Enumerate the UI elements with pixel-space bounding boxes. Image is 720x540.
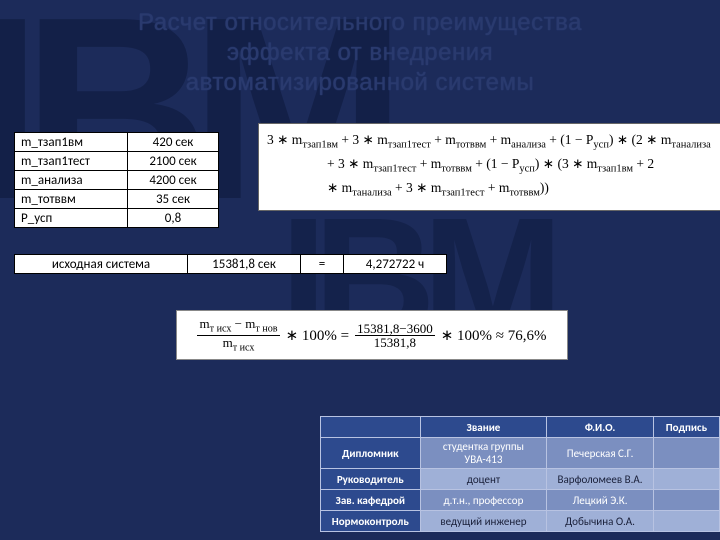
- table-row: P_усп 0,8: [15, 209, 219, 228]
- table-row: m_анализа 4200 сек: [15, 171, 219, 190]
- signoff-name: Варфоломеев В.А.: [547, 469, 653, 490]
- param-value: 4200 сек: [128, 171, 219, 190]
- signoff-role: Нормоконтроль: [321, 511, 421, 532]
- formula-line-3: ∗ mтанализа + 3 ∗ mтзап1тест + mтотввм)): [267, 178, 717, 202]
- title-line-3: автоматизированной системы: [186, 69, 534, 96]
- signoff-col-name: Ф.И.О.: [547, 417, 653, 438]
- signoff-table: Звание Ф.И.О. Подпись Дипломник студентк…: [320, 416, 720, 532]
- signoff-role: Зав. кафедрой: [321, 490, 421, 511]
- signoff-sig: [653, 438, 719, 469]
- fraction-2: 15381,8−3600 15381,8: [355, 322, 435, 349]
- signoff-row: Дипломник студентка группы УВА-413 Печер…: [321, 438, 720, 469]
- param-value: 35 сек: [128, 190, 219, 209]
- title-line-1: Расчет относительного преимущества: [138, 9, 582, 36]
- signoff-row: Зав. кафедрой д.т.н., профессор Лецкий Э…: [321, 490, 720, 511]
- signoff-rank: студентка группы УВА-413: [420, 438, 547, 469]
- signoff-row: Нормоконтроль ведущий инженер Добычина О…: [321, 511, 720, 532]
- formula-line-1: 3 ∗ mтзап1вм + 3 ∗ mтзап1тест + mтотввм …: [267, 130, 717, 154]
- signoff-col-rank: Звание: [420, 417, 547, 438]
- signoff-sig: [653, 511, 719, 532]
- formula2-result: ∗ 100% ≈ 76,6%: [441, 326, 547, 345]
- param-label: m_анализа: [15, 171, 128, 190]
- signoff-role: Руководитель: [321, 469, 421, 490]
- param-label: P_усп: [15, 209, 128, 228]
- param-value: 0,8: [128, 209, 219, 228]
- signoff-rank: ведущий инженер: [420, 511, 547, 532]
- table-row: m_тотввм 35 сек: [15, 190, 219, 209]
- title-line-2: эффекта от внедрения: [227, 39, 493, 66]
- signoff-col-sign: Подпись: [653, 417, 719, 438]
- param-label: m_тзап1вм: [15, 133, 128, 152]
- signoff-name: Добычина О.А.: [547, 511, 653, 532]
- param-label: m_тотввм: [15, 190, 128, 209]
- param-value: 420 сек: [128, 133, 219, 152]
- table-row: m_тзап1вм 420 сек: [15, 133, 219, 152]
- signoff-rank: доцент: [420, 469, 547, 490]
- fraction-1: mт исх − mт нов mт исх: [197, 317, 279, 353]
- param-label: m_тзап1тест: [15, 152, 128, 171]
- signoff-sig: [653, 469, 719, 490]
- signoff-rank: д.т.н., профессор: [420, 490, 547, 511]
- signoff-name: Печерская С.Г.: [547, 438, 653, 469]
- param-value: 2100 сек: [128, 152, 219, 171]
- page-title: Расчет относительного преимущества эффек…: [0, 8, 720, 98]
- formula-line-2: + 3 ∗ mтзап1тест + mтотввм + (1 − Pусп) …: [267, 154, 717, 178]
- signoff-header-row: Звание Ф.И.О. Подпись: [321, 417, 720, 438]
- signoff-sig: [653, 490, 719, 511]
- formula2-mid1: ∗ 100% =: [286, 326, 350, 345]
- result-row: исходная система 15381,8 сек = 4,272722 …: [14, 254, 447, 274]
- result-eq: =: [301, 255, 344, 274]
- main-formula-box: 3 ∗ mтзап1вм + 3 ∗ mтзап1тест + mтотввм …: [258, 123, 720, 211]
- table-row: m_тзап1тест 2100 сек: [15, 152, 219, 171]
- signoff-role: Дипломник: [321, 438, 421, 469]
- result-label: исходная система: [15, 255, 188, 274]
- percent-formula-box: mт исх − mт нов mт исх ∗ 100% = 15381,8−…: [176, 310, 568, 360]
- signoff-name: Лецкий Э.К.: [547, 490, 653, 511]
- result-hours: 4,272722 ч: [344, 255, 447, 274]
- signoff-col-empty: [321, 417, 421, 438]
- result-seconds: 15381,8 сек: [188, 255, 301, 274]
- signoff-row: Руководитель доцент Варфоломеев В.А.: [321, 469, 720, 490]
- parameters-table: m_тзап1вм 420 сек m_тзап1тест 2100 сек m…: [14, 132, 219, 228]
